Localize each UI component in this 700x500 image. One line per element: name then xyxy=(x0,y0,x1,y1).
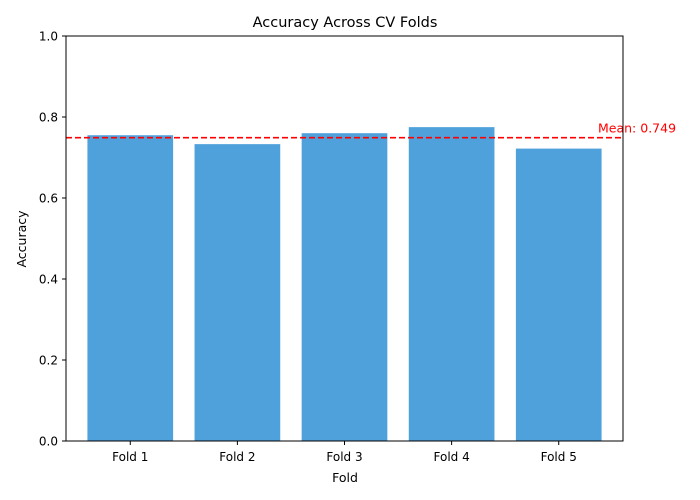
y-tick-label: 0.4 xyxy=(39,273,58,287)
chart-title: Accuracy Across CV Folds xyxy=(253,15,438,31)
bar-fold-2 xyxy=(194,144,281,441)
x-tick-label: Fold 3 xyxy=(326,450,362,464)
y-axis-ticks: 0.0 0.2 0.4 0.6 0.8 1.0 xyxy=(39,30,66,449)
x-axis-label: Fold xyxy=(332,470,358,485)
y-tick-label: 0.2 xyxy=(39,354,58,368)
y-tick-label: 0.6 xyxy=(39,192,58,206)
x-axis-ticks: Fold 1 Fold 2 Fold 3 Fold 4 Fold 5 xyxy=(112,441,577,464)
y-tick-label: 1.0 xyxy=(39,30,58,44)
bar-fold-4 xyxy=(408,127,495,442)
bars-group xyxy=(87,127,602,442)
x-tick-label: Fold 4 xyxy=(434,450,470,464)
mean-line-group: Mean: 0.749 xyxy=(66,121,676,139)
mean-line-label: Mean: 0.749 xyxy=(598,121,676,136)
y-axis-label: Accuracy xyxy=(14,210,29,268)
x-tick-label: Fold 5 xyxy=(541,450,577,464)
bar-fold-3 xyxy=(301,133,388,441)
y-tick-label: 0.0 xyxy=(39,435,58,449)
bar-fold-5 xyxy=(515,148,602,441)
bar-fold-1 xyxy=(87,135,174,442)
x-tick-label: Fold 2 xyxy=(219,450,255,464)
x-tick-label: Fold 1 xyxy=(112,450,148,464)
y-tick-label: 0.8 xyxy=(39,111,58,125)
